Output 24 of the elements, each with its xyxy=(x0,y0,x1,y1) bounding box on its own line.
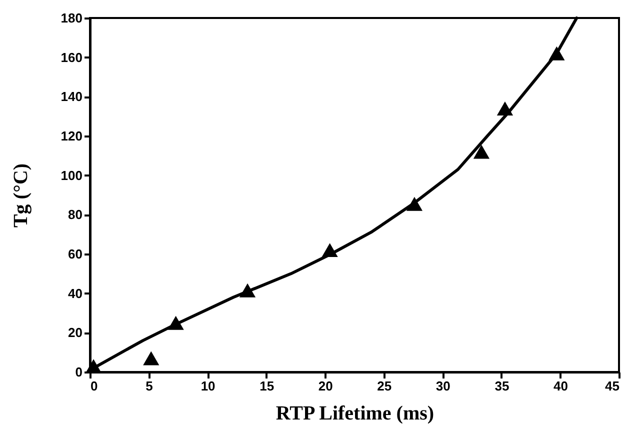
x-axis-title: RTP Lifetime (ms) xyxy=(276,402,434,424)
x-tick-label: 40 xyxy=(553,378,568,394)
y-tick-label: 180 xyxy=(60,10,82,26)
x-tick-label: 25 xyxy=(377,378,392,394)
point xyxy=(473,144,490,159)
y-tick-label: 0 xyxy=(75,364,82,380)
y-tick-label: 100 xyxy=(60,168,82,183)
x-tick-label: 0 xyxy=(90,378,98,394)
x-tick-label: 35 xyxy=(494,378,510,394)
y-tick-label: 40 xyxy=(68,286,82,301)
x-tick-label: 5 xyxy=(146,378,153,394)
x-tick-label: 45 xyxy=(605,378,620,394)
y-tick-label: 160 xyxy=(60,50,82,65)
y-tick-label: 60 xyxy=(68,246,82,262)
y-tick-label: 140 xyxy=(60,89,82,104)
x-tick-label: 15 xyxy=(260,378,274,394)
x-tick-label: 30 xyxy=(436,378,450,394)
y-tick-label: 20 xyxy=(68,325,82,340)
x-tick-label: 10 xyxy=(200,378,216,394)
y-tick-label: 80 xyxy=(68,207,82,222)
point xyxy=(143,351,160,366)
x-tick-label: 20 xyxy=(318,378,333,394)
y-tick-label: 120 xyxy=(60,128,82,144)
y-axis-title: Tg (°C) xyxy=(10,163,32,228)
